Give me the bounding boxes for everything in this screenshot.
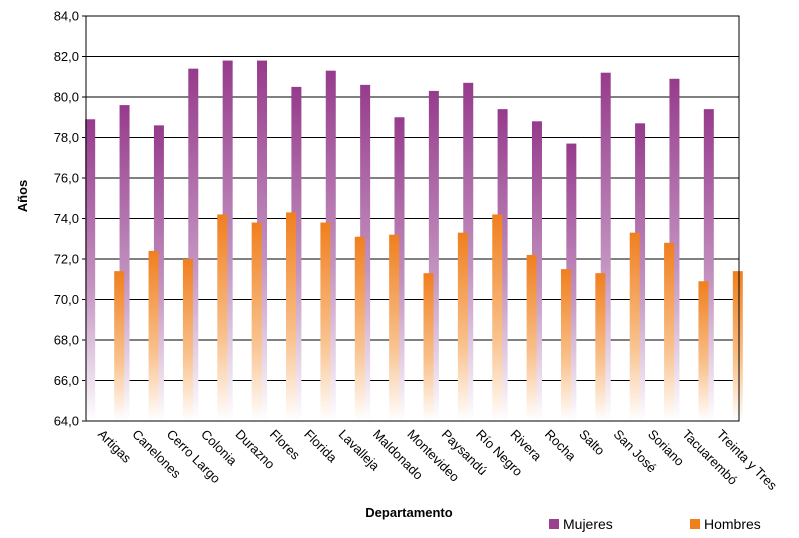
- bar-mujeres: [703, 109, 714, 422]
- bar-mujeres: [394, 117, 405, 421]
- legend-swatch-mujeres: [549, 519, 559, 529]
- bar-mujeres: [497, 109, 508, 422]
- bar-mujeres: [600, 72, 611, 421]
- bar-hombres: [492, 214, 503, 421]
- y-tick-label: 78,0: [54, 130, 79, 145]
- bar-hombres: [629, 232, 640, 421]
- y-tick-label: 64,0: [54, 414, 79, 429]
- bar-mujeres: [85, 119, 96, 422]
- legend: Mujeres Hombres: [549, 516, 761, 532]
- legend-label-mujeres: Mujeres: [563, 516, 613, 532]
- x-category-label: Florida: [301, 427, 340, 466]
- bar-hombres: [457, 232, 468, 421]
- bar-hombres: [286, 212, 297, 421]
- bar-hombres: [148, 250, 159, 421]
- y-tick-label: 82,0: [54, 49, 79, 64]
- bar-hombres: [217, 214, 228, 421]
- bar-hombres: [354, 236, 365, 421]
- bar-mujeres: [119, 105, 130, 421]
- bar-hombres: [664, 242, 675, 421]
- bar-hombres: [114, 271, 125, 421]
- bar-mujeres: [428, 90, 439, 422]
- bar-hombres: [251, 222, 262, 421]
- y-tick-label: 70,0: [54, 292, 79, 307]
- bar-hombres: [389, 234, 400, 421]
- y-tick-label: 80,0: [54, 90, 79, 105]
- x-category-label: Rocha: [542, 427, 580, 465]
- bar-hombres: [320, 222, 331, 421]
- legend-swatch-hombres: [690, 519, 700, 529]
- y-tick-label: 74,0: [54, 211, 79, 226]
- bar-mujeres: [188, 68, 199, 422]
- y-axis-ticks: 64,0 66,0 68,0 70,0 72,0 74,0 76,0 78,0 80,0 82,0…: [54, 9, 86, 429]
- y-tick-label: 84,0: [54, 9, 79, 24]
- y-tick-label: 76,0: [54, 171, 79, 186]
- bar-hombres: [595, 273, 606, 421]
- bars: [85, 60, 743, 422]
- bar-mujeres: [222, 60, 233, 422]
- bar-mujeres: [360, 84, 371, 421]
- legend-label-hombres: Hombres: [704, 516, 761, 532]
- x-category-label: Salto: [576, 427, 608, 459]
- bar-mujeres: [669, 78, 680, 422]
- y-tick-label: 72,0: [54, 252, 79, 267]
- bar-mujeres: [257, 60, 268, 422]
- x-category-label: Artigas: [95, 427, 135, 467]
- bar-mujeres: [566, 143, 577, 421]
- bar-mujeres: [153, 125, 164, 421]
- bar-mujeres: [531, 121, 542, 422]
- bar-hombres: [732, 271, 743, 421]
- bar-hombres: [423, 273, 434, 421]
- bar-mujeres: [463, 82, 474, 421]
- bar-hombres: [560, 269, 571, 421]
- bar-hombres: [182, 259, 193, 421]
- bar-hombres: [526, 254, 537, 421]
- y-tick-label: 68,0: [54, 333, 79, 348]
- plot-area-frame: [85, 15, 740, 422]
- y-tick-label: 66,0: [54, 373, 79, 388]
- bar-mujeres: [635, 123, 646, 421]
- bar-hombres: [698, 281, 709, 421]
- x-axis-title: Departamento: [365, 505, 452, 520]
- bar-mujeres: [325, 70, 336, 422]
- y-axis-title: Años: [15, 180, 30, 213]
- bar-mujeres: [291, 86, 302, 421]
